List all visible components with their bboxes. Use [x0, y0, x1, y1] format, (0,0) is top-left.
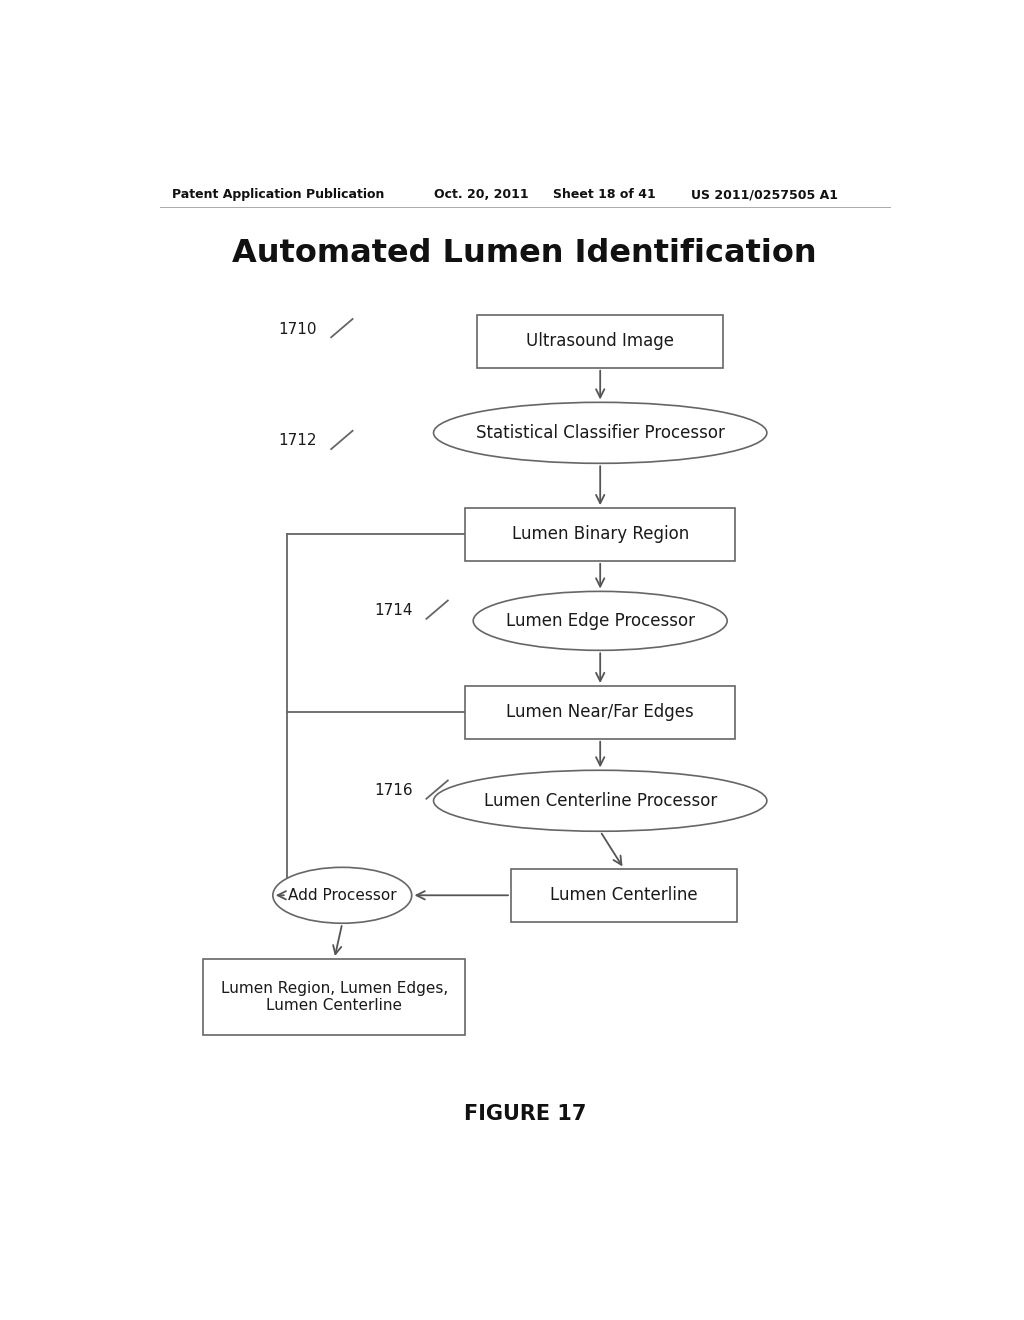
Text: Lumen Binary Region: Lumen Binary Region [512, 525, 689, 544]
Text: Lumen Region, Lumen Edges,
Lumen Centerline: Lumen Region, Lumen Edges, Lumen Centerl… [221, 981, 447, 1014]
Ellipse shape [433, 403, 767, 463]
FancyBboxPatch shape [465, 508, 735, 561]
Text: Statistical Classifier Processor: Statistical Classifier Processor [476, 424, 725, 442]
Text: 1716: 1716 [374, 783, 413, 799]
Text: Oct. 20, 2011: Oct. 20, 2011 [433, 189, 528, 202]
FancyBboxPatch shape [204, 958, 465, 1035]
FancyBboxPatch shape [465, 686, 735, 739]
Ellipse shape [433, 771, 767, 832]
Text: Automated Lumen Identification: Automated Lumen Identification [232, 239, 817, 269]
Text: Patent Application Publication: Patent Application Publication [172, 189, 384, 202]
Text: 1710: 1710 [279, 322, 317, 337]
Text: Add Processor: Add Processor [288, 888, 396, 903]
Text: Lumen Near/Far Edges: Lumen Near/Far Edges [506, 704, 694, 721]
Ellipse shape [272, 867, 412, 923]
Text: Lumen Centerline: Lumen Centerline [550, 886, 697, 904]
Text: FIGURE 17: FIGURE 17 [464, 1104, 586, 1123]
Text: Ultrasound Image: Ultrasound Image [526, 333, 674, 350]
Ellipse shape [473, 591, 727, 651]
Text: Sheet 18 of 41: Sheet 18 of 41 [553, 189, 655, 202]
Text: Lumen Edge Processor: Lumen Edge Processor [506, 612, 694, 630]
FancyBboxPatch shape [511, 869, 737, 921]
FancyBboxPatch shape [477, 315, 723, 368]
Text: 1712: 1712 [279, 433, 317, 449]
Text: 1714: 1714 [374, 603, 413, 618]
Text: US 2011/0257505 A1: US 2011/0257505 A1 [691, 189, 839, 202]
Text: Lumen Centerline Processor: Lumen Centerline Processor [483, 792, 717, 809]
